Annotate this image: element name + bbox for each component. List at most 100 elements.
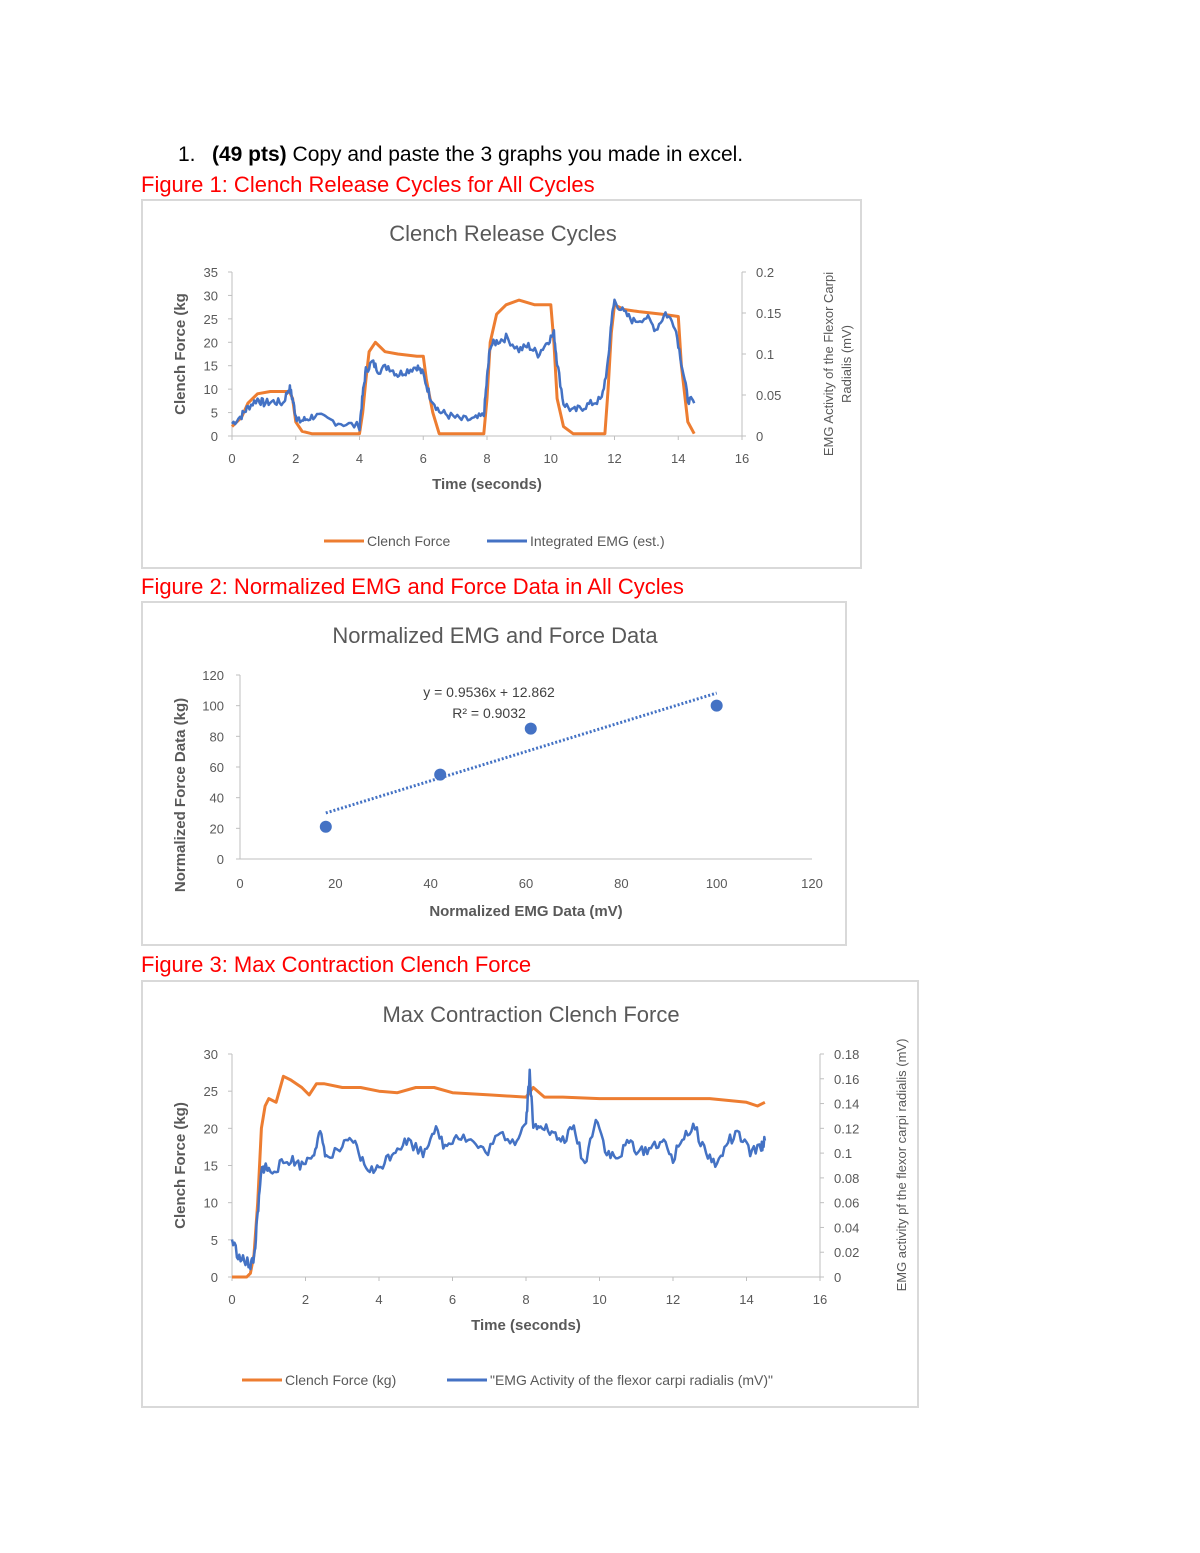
x-tick-label: 4 <box>356 451 363 466</box>
chart-title: Normalized EMG and Force Data <box>332 623 658 648</box>
y-tick-label: 10 <box>204 1196 218 1211</box>
y-tick-label: 30 <box>204 288 218 303</box>
x-tick-label: 16 <box>813 1292 827 1307</box>
x-tick-label: 8 <box>483 451 490 466</box>
x-tick-label: 60 <box>519 876 533 891</box>
chart-title: Clench Release Cycles <box>389 221 616 246</box>
x-axis-label: Time (seconds) <box>471 1317 581 1334</box>
x-axis-label: Time (seconds) <box>432 476 542 493</box>
y-axis-label: Normalized Force Data (kg) <box>172 698 189 892</box>
scatter-point <box>434 768 447 781</box>
legend-label: Clench Force (kg) <box>285 1372 396 1388</box>
y2-axis-label-line2: Radialis (mV) <box>839 325 854 403</box>
y-tick-label: 25 <box>204 1084 218 1099</box>
y2-tick-label: 0.08 <box>834 1171 859 1186</box>
y-tick-label: 15 <box>204 359 218 374</box>
x-tick-label: 6 <box>420 451 427 466</box>
y-tick-label: 5 <box>211 406 218 421</box>
x-tick-label: 10 <box>544 451 558 466</box>
y-tick-label: 20 <box>210 821 224 836</box>
legend-label: "EMG Activity of the flexor carpi radial… <box>490 1372 773 1388</box>
figure-3-chart: Max Contraction Clench Force 0 2 4 6 8 10 12 14 1… <box>141 980 919 1408</box>
y-tick-label: 0 <box>217 852 224 867</box>
scatter-point <box>524 722 537 735</box>
question-points: (49 pts) <box>212 143 287 166</box>
y2-tick-label: 0.1 <box>834 1146 852 1161</box>
question-line: 1. (49 pts) Copy and paste the 3 graphs y… <box>178 143 743 167</box>
x-tick-label: 0 <box>228 1292 235 1307</box>
y-tick-label: 35 <box>204 265 218 280</box>
x-tick-label: 6 <box>449 1292 456 1307</box>
question-text: Copy and paste the 3 graphs you made in … <box>286 143 744 166</box>
x-tick-label: 2 <box>302 1292 309 1307</box>
y2-axis-label-line1: EMG Activity of the Flexor Carpi <box>821 272 836 456</box>
y2-tick-label: 0.04 <box>834 1220 859 1235</box>
y2-tick-label: 0.05 <box>756 388 781 403</box>
force-series-line <box>230 298 696 436</box>
trendline-equation: y = 0.9536x + 12.862 <box>423 684 555 700</box>
x-tick-label: 14 <box>671 451 685 466</box>
y-tick-label: 40 <box>210 791 224 806</box>
x-tick-label: 12 <box>666 1292 680 1307</box>
y-tick-label: 0 <box>211 1270 218 1285</box>
chart-3-svg: Max Contraction Clench Force 0 2 4 6 8 10 12 14 1… <box>172 1002 909 1388</box>
x-tick-label: 100 <box>706 876 728 891</box>
y-tick-label: 20 <box>204 1121 218 1136</box>
x-tick-label: 120 <box>801 876 823 891</box>
figure-2-chart: Normalized EMG and Force Data 0 20 40 60 80 10… <box>141 601 847 946</box>
y-tick-label: 25 <box>204 312 218 327</box>
y-tick-label: 100 <box>202 699 224 714</box>
emg-series-line <box>230 1068 767 1271</box>
x-tick-label: 0 <box>236 876 243 891</box>
legend-label: Integrated EMG (est.) <box>530 533 665 549</box>
y2-tick-label: 0.15 <box>756 306 781 321</box>
y2-tick-label: 0.12 <box>834 1121 859 1136</box>
x-tick-label: 2 <box>292 451 299 466</box>
y2-tick-label: 0 <box>834 1270 841 1285</box>
y2-tick-label: 0.2 <box>756 265 774 280</box>
x-tick-label: 40 <box>423 876 437 891</box>
trendline-r-squared: R² = 0.9032 <box>452 705 526 721</box>
figure-1-caption: Figure 1: Clench Release Cycles for All … <box>141 172 595 197</box>
x-tick-label: 20 <box>328 876 342 891</box>
force-series-line <box>232 1074 766 1279</box>
y-axis-label: Clench Force (kg) <box>172 1102 189 1229</box>
y-tick-label: 0 <box>211 429 218 444</box>
y2-axis-label: EMG activity pf the flexor carpi radiali… <box>894 1039 909 1292</box>
x-tick-label: 12 <box>607 451 621 466</box>
y-tick-label: 120 <box>202 668 224 683</box>
legend-label: Clench Force <box>367 533 450 549</box>
scatter-point <box>710 699 723 712</box>
y-tick-label: 20 <box>204 335 218 350</box>
y2-tick-label: 0.14 <box>834 1097 859 1112</box>
emg-series-line <box>231 298 696 432</box>
x-tick-label: 4 <box>375 1292 382 1307</box>
x-tick-label: 80 <box>614 876 628 891</box>
x-tick-label: 14 <box>739 1292 753 1307</box>
y-tick-label: 10 <box>204 382 218 397</box>
x-tick-label: 8 <box>522 1292 529 1307</box>
question-number: 1. <box>178 143 196 166</box>
figure-1-chart: Clench Release Cycles 0 2 4 6 8 10 12 14 16 0 5 10 15… <box>141 199 862 569</box>
y2-tick-label: 0.16 <box>834 1072 859 1087</box>
y-tick-label: 30 <box>204 1047 218 1062</box>
figure-2-caption: Figure 2: Normalized EMG and Force Data … <box>141 574 684 599</box>
y2-tick-label: 0.02 <box>834 1245 859 1260</box>
y-tick-label: 80 <box>210 729 224 744</box>
x-tick-label: 10 <box>592 1292 606 1307</box>
x-tick-label: 16 <box>735 451 749 466</box>
figure-3-caption: Figure 3: Max Contraction Clench Force <box>141 952 532 977</box>
y-tick-label: 60 <box>210 760 224 775</box>
chart-title: Max Contraction Clench Force <box>382 1002 679 1027</box>
x-tick-label: 0 <box>228 451 235 466</box>
y-tick-label: 5 <box>211 1233 218 1248</box>
y2-tick-label: 0 <box>756 429 763 444</box>
y2-tick-label: 0.18 <box>834 1047 859 1062</box>
y-axis-label: Clench Force (kg <box>172 293 189 415</box>
chart-1-svg: Clench Release Cycles 0 2 4 6 8 10 12 14 16 0 5 10 15… <box>172 221 854 549</box>
trendline <box>325 691 718 815</box>
chart-2-svg: Normalized EMG and Force Data 0 20 40 60 80 10… <box>172 623 823 920</box>
y2-tick-label: 0.06 <box>834 1196 859 1211</box>
x-axis-label: Normalized EMG Data (mV) <box>429 903 622 920</box>
y2-tick-label: 0.1 <box>756 347 774 362</box>
